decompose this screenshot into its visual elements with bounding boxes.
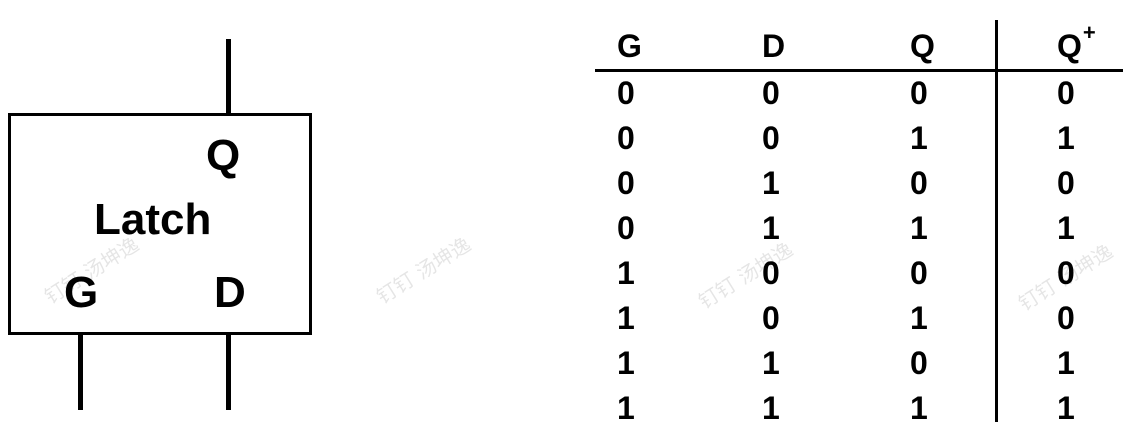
g-input-wire [78, 334, 83, 410]
latch-input-d-label: D [214, 268, 246, 317]
cell-g: 0 [617, 120, 635, 156]
cell-d: 0 [762, 300, 780, 336]
latch-title: Latch [94, 195, 212, 244]
latch-output-q-label: Q [206, 131, 241, 180]
cell-q: 0 [910, 345, 928, 381]
cell-q: 1 [910, 300, 928, 336]
cell-q-next: 1 [1057, 210, 1075, 246]
cell-g: 1 [617, 300, 635, 336]
cell-g: 0 [617, 210, 635, 246]
cell-q-next: 0 [1057, 165, 1075, 201]
cell-q: 1 [910, 210, 928, 246]
watermark: 钉钉 汤坤逸 [694, 237, 798, 314]
output-column-divider [995, 20, 998, 422]
latch-input-g-label: G [64, 268, 99, 317]
latch-block [8, 113, 312, 335]
header-q-next-base: Q [1057, 28, 1082, 64]
cell-g: 1 [617, 345, 635, 381]
header-q-next-superscript: + [1082, 20, 1096, 45]
cell-q-next: 0 [1057, 75, 1075, 111]
cell-g: 0 [617, 165, 635, 201]
header-divider [595, 69, 1123, 72]
header-g: G [617, 28, 642, 64]
cell-d: 0 [762, 120, 780, 156]
cell-q-next: 1 [1057, 390, 1075, 426]
cell-q: 0 [910, 255, 928, 291]
header-q-next: Q+ [1057, 22, 1096, 64]
cell-q: 0 [910, 165, 928, 201]
cell-g: 0 [617, 75, 635, 111]
cell-q-next: 1 [1057, 120, 1075, 156]
cell-d: 1 [762, 345, 780, 381]
cell-q: 0 [910, 75, 928, 111]
cell-q-next: 1 [1057, 345, 1075, 381]
cell-q: 1 [910, 120, 928, 156]
cell-d: 1 [762, 390, 780, 426]
watermark: 钉钉 汤坤逸 [372, 232, 476, 309]
cell-q: 1 [910, 390, 928, 426]
header-q: Q [910, 28, 935, 64]
cell-d: 0 [762, 255, 780, 291]
q-output-wire [226, 39, 231, 115]
cell-d: 0 [762, 75, 780, 111]
cell-q-next: 0 [1057, 300, 1075, 336]
cell-q-next: 0 [1057, 255, 1075, 291]
cell-d: 1 [762, 210, 780, 246]
d-input-wire [226, 334, 231, 410]
cell-g: 1 [617, 390, 635, 426]
header-d: D [762, 28, 786, 64]
cell-d: 1 [762, 165, 780, 201]
cell-g: 1 [617, 255, 635, 291]
